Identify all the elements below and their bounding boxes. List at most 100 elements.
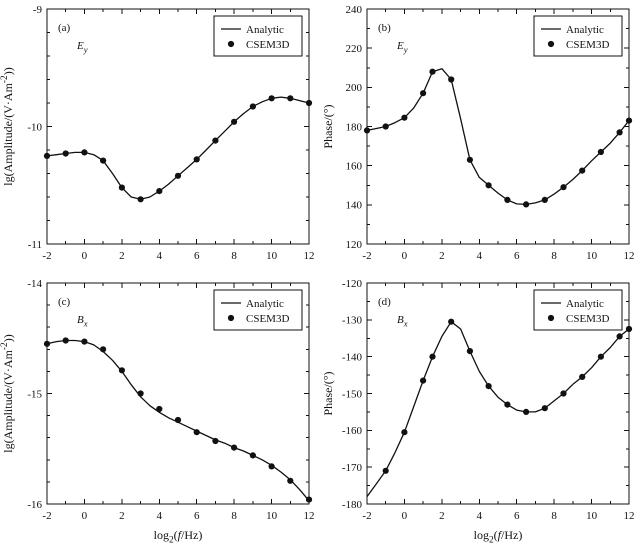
csem3d-dot [448,318,455,325]
legend-csem3d-marker-icon [547,40,555,48]
x-tick-label: 4 [157,250,163,262]
x-tick-label: 6 [194,250,200,262]
legend-label-analytic: Analytic [566,24,604,36]
csem3d-dot [616,129,623,136]
csem3d-dot [466,156,473,163]
csem3d-dot [382,467,389,474]
legend-csem3d-marker-icon [547,314,555,322]
panel-c: -2 0 2 4 6 8 10 12 -16 -15 -14 lg(Amplitude/(V·Am-2… [0,274,320,548]
y-tick-label: 180 [346,121,363,133]
y-tick-label: 160 [346,161,363,173]
csem3d-dot [212,137,219,144]
x-tick-label: 10 [266,510,278,522]
csem3d-dot [193,429,200,436]
legend: Analytic CSEM3D [213,15,303,57]
csem3d-dots [382,318,633,474]
csem3d-dot [401,114,408,121]
x-axis-title: log2(f/Hz) [154,528,203,546]
csem3d-dot [156,188,163,195]
y-tick-label: 240 [346,4,363,16]
y-axis-title: lg(Amplitude/(V·Am-2)) [0,67,15,185]
csem3d-dot [305,496,313,503]
csem3d-dot [420,377,427,384]
legend-label-csem3d: CSEM3D [246,313,289,325]
csem3d-dot [43,340,51,347]
tick-labels: -2 0 2 4 6 8 10 12 -11 -10 -9 [27,4,314,262]
x-tick-label: 12 [624,510,635,522]
x-tick-label: 12 [624,250,635,262]
panel-label: (a) [58,22,71,34]
y-tick-label: -180 [342,499,363,511]
y-tick-label: -140 [342,352,363,364]
csem3d-dot [504,401,511,408]
y-tick-label: -130 [342,315,363,327]
csem3d-dot [504,196,511,203]
x-tick-label: 2 [119,510,125,522]
variable-label: Bx [397,314,408,328]
x-tick-label: 10 [266,250,278,262]
panel-label: (c) [58,296,71,308]
csem3d-dot [100,157,107,164]
legend-box [213,289,303,331]
panel-d: -2 0 2 4 6 8 10 12 -180 -170 -160 -150 -140 -130 -120 P… [320,274,640,548]
x-tick-label: 4 [477,250,483,262]
y-tick-label: -120 [342,278,363,290]
y-tick-label: -16 [27,499,42,511]
csem3d-dots [43,337,313,503]
chart-a-ey-amplitude: -2 0 2 4 6 8 10 12 -11 -10 -9 lg(Amplitude/(V·Am-2)… [0,4,315,262]
csem3d-dot [401,429,408,436]
x-tick-label: 2 [439,510,445,522]
csem3d-dot [597,353,604,360]
y-tick-label: -9 [33,4,43,16]
csem3d-dot [466,348,473,355]
tick-marks [366,282,630,505]
legend: Analytic CSEM3D [213,289,303,331]
x-tick-label: 2 [119,250,125,262]
csem3d-dot [118,367,125,374]
y-axis-title: lg(Amplitude/(V·Am-2)) [0,334,15,452]
tick-labels: -2 0 2 4 6 8 10 12 -16 -15 -14 [27,278,314,522]
csem3d-dot [485,182,492,189]
y-tick-label: -150 [342,388,363,400]
panel-a: -2 0 2 4 6 8 10 12 -11 -10 -9 lg(Amplitude/(V·Am-2)… [0,0,320,274]
y-tick-label: -160 [342,425,363,437]
tick-marks [366,8,630,245]
csem3d-dot [249,452,256,459]
csem3d-dot [485,383,492,390]
csem3d-dot [448,76,455,83]
csem3d-dot [287,95,294,102]
csem3d-dot [560,390,567,397]
tick-labels: -2 0 2 4 6 8 10 12 120 140 160 180 200 220 240 [346,4,635,262]
csem3d-dot [43,152,51,159]
csem3d-dot [625,325,633,333]
x-tick-label: 2 [439,250,445,262]
csem3d-dot [523,408,530,415]
csem3d-dot [305,99,313,107]
analytic-line [366,321,630,497]
y-axis-title: Phase/(°) [321,104,335,148]
variable-label: Ey [396,40,408,54]
chart-c-bx-amplitude: -2 0 2 4 6 8 10 12 -16 -15 -14 lg(Amplitude/(V·Am-2… [0,278,315,546]
legend-csem3d-marker-icon [227,40,235,48]
legend-label-csem3d: CSEM3D [246,39,289,51]
csem3d-dot [420,90,427,97]
legend: Analytic CSEM3D [533,289,623,331]
legend-box [533,15,623,57]
csem3d-dot [625,117,633,124]
csem3d-dot [287,477,294,484]
csem3d-dot [268,463,275,470]
x-tick-label: 8 [551,250,557,262]
x-tick-label: 0 [402,250,408,262]
y-tick-label: 140 [346,200,363,212]
y-tick-label: 220 [346,43,363,55]
csem3d-dot [579,167,586,174]
csem3d-dot [118,184,125,191]
csem3d-dot [231,118,238,125]
x-tick-label: 6 [514,250,520,262]
x-tick-label: 6 [194,510,200,522]
csem3d-dot [597,148,604,156]
variable-label: Ey [76,40,88,54]
csem3d-dot [62,150,69,157]
x-tick-label: 0 [402,510,408,522]
